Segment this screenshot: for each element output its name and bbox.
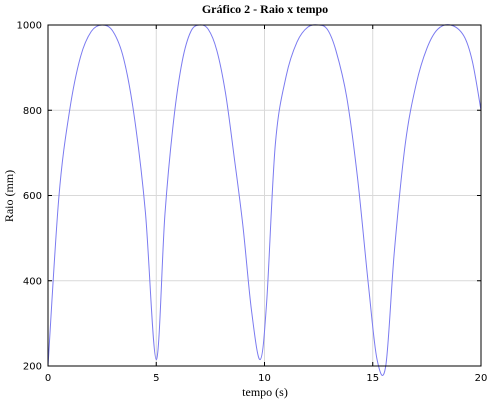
x-tick-label: 5 [153, 373, 159, 384]
y-tick-label: 800 [23, 106, 42, 117]
y-tick-label: 1000 [17, 21, 42, 32]
x-tick-label: 15 [366, 373, 379, 384]
y-tick-label: 200 [23, 362, 42, 373]
x-tick-label: 0 [45, 373, 51, 384]
y-tick-label: 600 [23, 191, 42, 202]
x-tick-label: 10 [258, 373, 271, 384]
grid-lines [48, 25, 481, 366]
y-axis-ticks: 200 400 600 800 1000 [17, 21, 481, 373]
y-axis-label: Raio (mm) [2, 170, 16, 222]
series-line [47, 24, 482, 376]
x-axis-ticks: 0 5 10 15 20 [45, 25, 488, 384]
chart-title: Gráfico 2 - Raio x tempo [202, 2, 328, 16]
x-axis-label: tempo (s) [242, 385, 288, 399]
y-tick-label: 400 [23, 276, 42, 287]
series-lines [47, 24, 482, 376]
x-tick-label: 20 [475, 373, 488, 384]
